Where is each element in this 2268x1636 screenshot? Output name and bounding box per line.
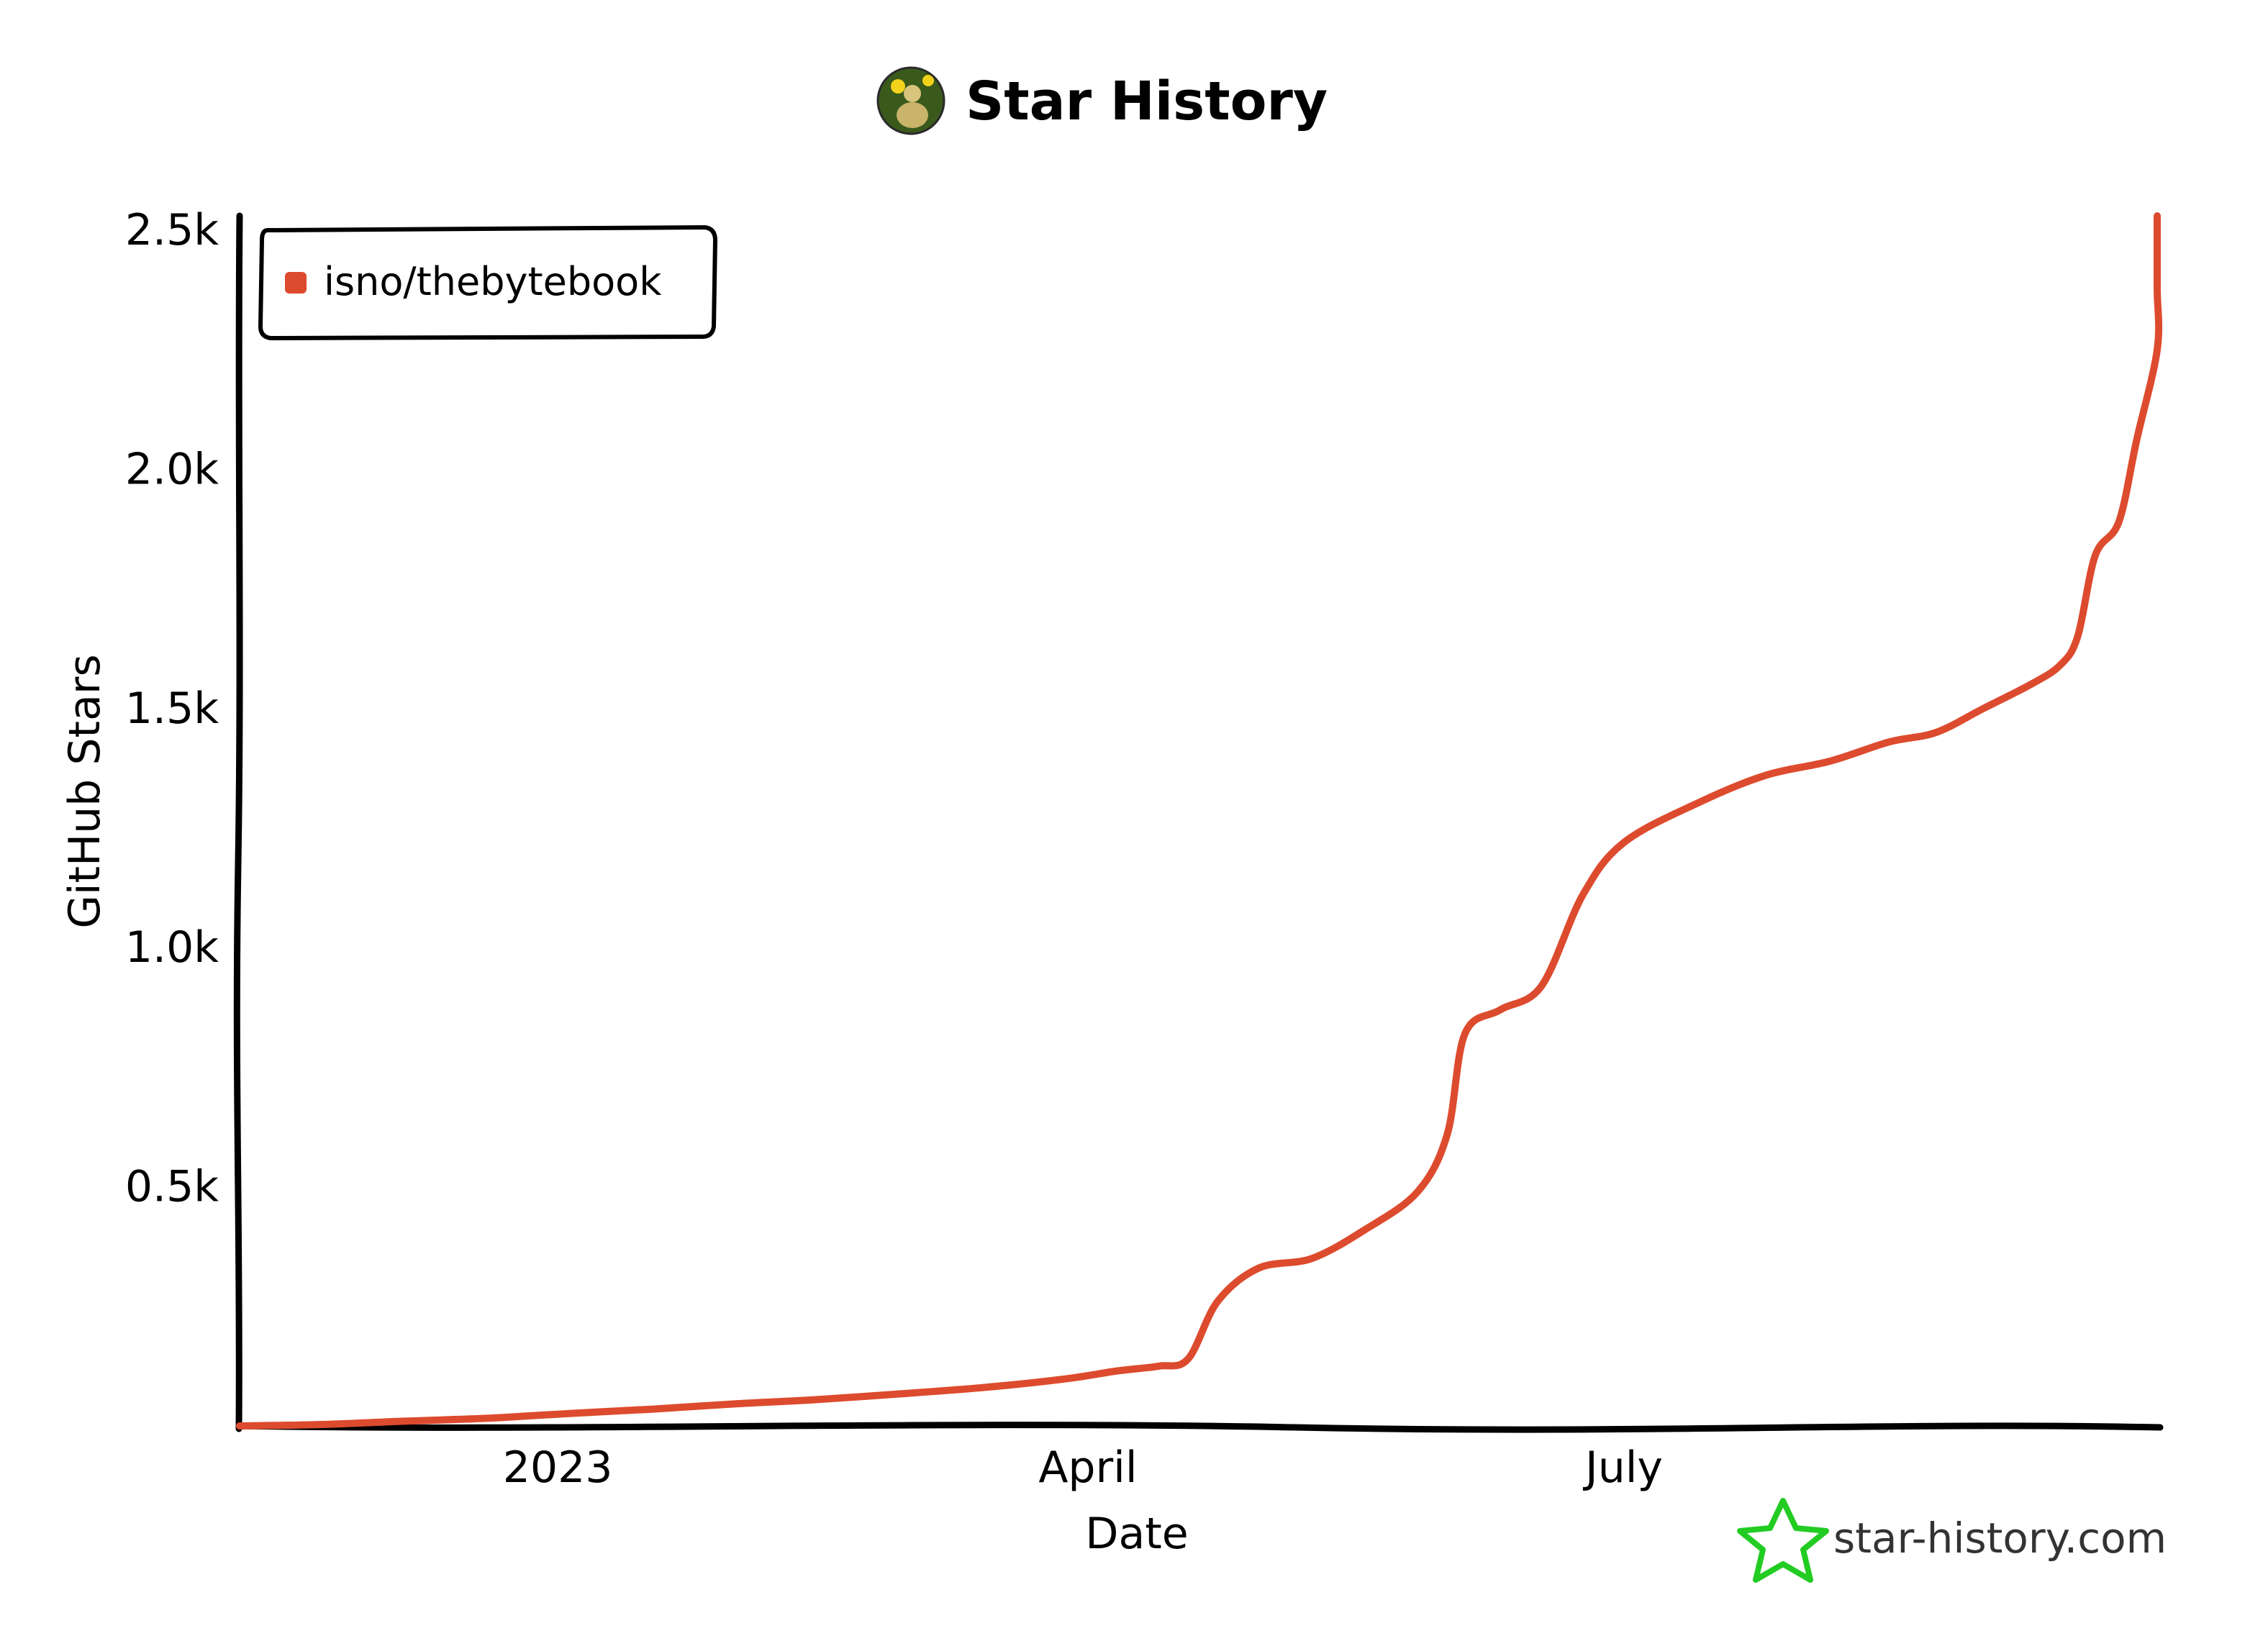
watermark: star-history.com (1737, 1498, 2167, 1583)
y-tick-label: 1.5k (125, 683, 219, 734)
x-axis-line (236, 1422, 2164, 1433)
star-outline-icon (1737, 1498, 1829, 1583)
series-line (236, 212, 2163, 1430)
watermark-text: star-history.com (1833, 1514, 2167, 1563)
legend-entry-label: isno/thebytebook (324, 259, 662, 304)
y-axis-line (233, 212, 243, 1432)
chart-title: Star History (966, 71, 1328, 132)
chart-header: Star History (876, 66, 1328, 135)
y-tick-label: 2.0k (125, 444, 219, 494)
x-tick-label: April (1038, 1442, 1137, 1493)
x-axis-label: Date (1085, 1509, 1188, 1559)
duckling-avatar-icon (876, 66, 945, 135)
y-tick-label: 0.5k (125, 1162, 219, 1212)
legend-swatch (285, 272, 307, 294)
x-tick-labels: 2023 April July (503, 1442, 1663, 1493)
legend: isno/thebytebook (258, 224, 718, 341)
y-tick-labels: 0.5k 1.0k 1.5k 2.0k 2.5k (125, 205, 219, 1212)
legend-box (258, 224, 718, 341)
series-lines (236, 212, 2163, 1430)
y-axis-label: GitHub Stars (60, 654, 110, 928)
y-tick-label: 2.5k (125, 205, 219, 255)
x-tick-label: 2023 (503, 1442, 613, 1493)
y-tick-label: 1.0k (125, 922, 219, 973)
x-tick-label: July (1582, 1442, 1663, 1493)
